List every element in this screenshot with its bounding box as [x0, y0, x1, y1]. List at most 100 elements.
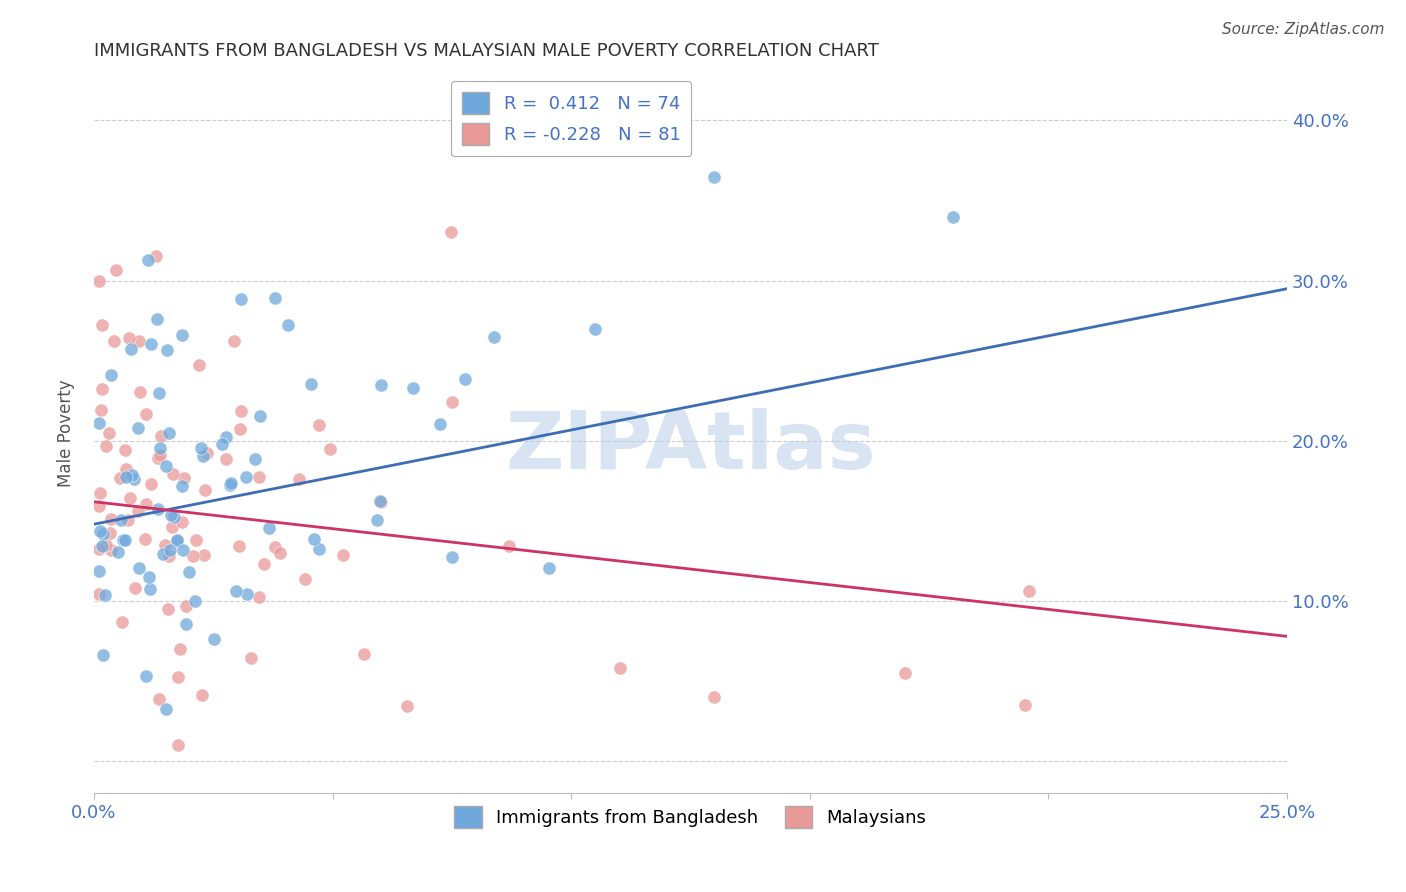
- Point: [148, 691, 170, 706]
- Point: [111, 533, 134, 548]
- Point: [135, 407, 157, 421]
- Point: [91, 382, 114, 396]
- Point: [193, 548, 215, 562]
- Y-axis label: Male Poverty: Male Poverty: [58, 379, 75, 487]
- Point: [177, 565, 200, 579]
- Point: [215, 451, 238, 466]
- Point: [167, 738, 190, 752]
- Point: [121, 467, 143, 482]
- Point: [149, 448, 172, 462]
- Point: [231, 292, 253, 306]
- Point: [146, 502, 169, 516]
- Point: [211, 437, 233, 451]
- Point: [609, 661, 631, 675]
- Point: [482, 330, 505, 344]
- Point: [153, 538, 176, 552]
- Point: [115, 462, 138, 476]
- Point: [269, 546, 291, 560]
- Point: [703, 690, 725, 705]
- Point: [402, 381, 425, 395]
- Point: [202, 632, 225, 646]
- Point: [264, 540, 287, 554]
- Point: [1014, 698, 1036, 713]
- Point: [332, 548, 354, 562]
- Point: [167, 670, 190, 684]
- Point: [440, 395, 463, 409]
- Point: [294, 572, 316, 586]
- Point: [172, 543, 194, 558]
- Point: [149, 429, 172, 443]
- Point: [107, 545, 129, 559]
- Point: [127, 421, 149, 435]
- Point: [115, 470, 138, 484]
- Point: [157, 549, 180, 564]
- Point: [124, 472, 146, 486]
- Point: [247, 470, 270, 484]
- Point: [146, 451, 169, 466]
- Point: [156, 343, 179, 357]
- Point: [277, 318, 299, 332]
- Point: [166, 534, 188, 549]
- Point: [942, 210, 965, 224]
- Point: [191, 688, 214, 702]
- Point: [114, 443, 136, 458]
- Point: [94, 538, 117, 552]
- Point: [229, 422, 252, 436]
- Point: [894, 666, 917, 681]
- Point: [299, 376, 322, 391]
- Point: [302, 533, 325, 547]
- Point: [170, 515, 193, 529]
- Point: [157, 426, 180, 441]
- Point: [454, 372, 477, 386]
- Point: [166, 533, 188, 547]
- Text: IMMIGRANTS FROM BANGLADESH VS MALAYSIAN MALE POVERTY CORRELATION CHART: IMMIGRANTS FROM BANGLADESH VS MALAYSIAN …: [94, 42, 879, 60]
- Point: [308, 541, 330, 556]
- Point: [247, 590, 270, 604]
- Point: [110, 513, 132, 527]
- Point: [222, 334, 245, 349]
- Point: [108, 471, 131, 485]
- Point: [87, 273, 110, 287]
- Point: [100, 368, 122, 383]
- Point: [155, 459, 177, 474]
- Point: [318, 442, 340, 456]
- Point: [134, 532, 156, 546]
- Legend: Immigrants from Bangladesh, Malaysians: Immigrants from Bangladesh, Malaysians: [447, 798, 934, 835]
- Point: [87, 500, 110, 514]
- Point: [263, 291, 285, 305]
- Point: [498, 539, 520, 553]
- Point: [146, 312, 169, 326]
- Point: [249, 409, 271, 424]
- Point: [163, 509, 186, 524]
- Point: [366, 513, 388, 527]
- Point: [370, 495, 392, 509]
- Point: [141, 477, 163, 491]
- Point: [91, 540, 114, 554]
- Point: [225, 584, 247, 599]
- Point: [184, 533, 207, 547]
- Point: [396, 699, 419, 714]
- Point: [169, 642, 191, 657]
- Point: [97, 426, 120, 441]
- Point: [174, 616, 197, 631]
- Point: [218, 478, 240, 492]
- Point: [114, 533, 136, 547]
- Point: [129, 385, 152, 400]
- Point: [90, 403, 112, 417]
- Point: [145, 249, 167, 263]
- Point: [440, 225, 463, 239]
- Point: [127, 504, 149, 518]
- Point: [117, 513, 139, 527]
- Point: [173, 471, 195, 485]
- Point: [287, 471, 309, 485]
- Point: [162, 467, 184, 481]
- Point: [87, 565, 110, 579]
- Point: [152, 547, 174, 561]
- Text: Source: ZipAtlas.com: Source: ZipAtlas.com: [1222, 22, 1385, 37]
- Point: [138, 582, 160, 596]
- Point: [136, 253, 159, 268]
- Point: [538, 561, 561, 575]
- Point: [1018, 583, 1040, 598]
- Point: [141, 337, 163, 351]
- Point: [243, 451, 266, 466]
